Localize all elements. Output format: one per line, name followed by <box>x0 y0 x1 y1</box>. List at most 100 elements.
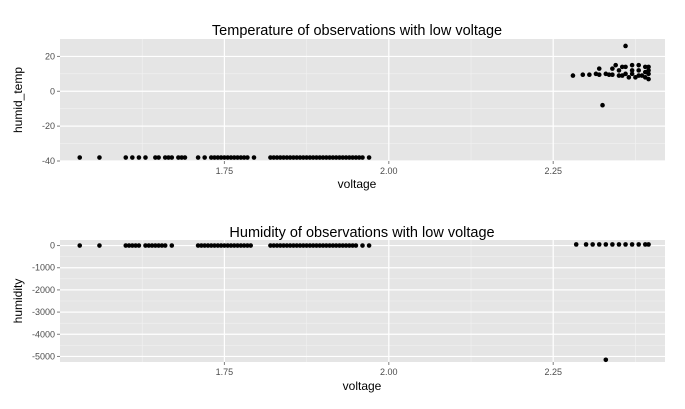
humidity-data-point <box>271 243 277 248</box>
temperature-data-point <box>277 155 283 160</box>
humidity-x-axis-title: voltage <box>343 379 382 393</box>
temperature-data-point <box>301 155 306 160</box>
temperature-x-tick-label: 2.25 <box>544 166 562 176</box>
temperature-data-point <box>366 155 372 160</box>
humidity-data-point <box>330 243 336 248</box>
temperature-data-point <box>238 155 244 160</box>
humidity-data-point <box>297 243 303 248</box>
humidity-data-point <box>310 243 316 248</box>
humidity-y-tick-label: -1000 <box>32 263 55 273</box>
humidity-data-point <box>208 243 214 248</box>
temperature-y-tick-label: -20 <box>42 121 55 131</box>
temperature-data-point <box>176 155 181 160</box>
temperature-data-point <box>215 155 221 160</box>
humidity-y-axis-title: humidity <box>11 279 25 324</box>
temperature-plot-background <box>60 39 665 161</box>
temperature-data-point <box>271 155 277 160</box>
humidity-data-point <box>215 243 221 248</box>
temperature-data-point <box>153 155 158 160</box>
temperature-x-tick-label: 2.00 <box>380 166 398 176</box>
humidity-data-point <box>307 243 313 248</box>
temperature-data-point <box>231 155 237 160</box>
humidity-y-tick-label: -5000 <box>32 351 55 361</box>
temperature-data-point <box>218 155 224 160</box>
temperature-data-point <box>629 62 635 68</box>
temperature-x-tick-label: 1.75 <box>216 166 234 176</box>
humidity-data-point <box>320 243 326 248</box>
temperature-data-point <box>596 66 602 71</box>
temperature-major-grid <box>60 39 665 162</box>
temperature-data-point <box>340 155 346 160</box>
humidity-data-point <box>235 243 240 248</box>
temperature-data-point <box>353 155 359 160</box>
humidity-data-point <box>636 242 641 247</box>
temperature-data-point <box>616 73 622 78</box>
temperature-data-point <box>136 155 142 160</box>
humidity-data-point <box>156 243 161 248</box>
temperature-data-point <box>600 102 605 108</box>
temperature-data-point <box>202 155 207 160</box>
temperature-data-point <box>623 43 628 49</box>
temperature-data-point <box>314 155 319 160</box>
humidity-data-point <box>353 243 359 248</box>
temperature-data-point <box>324 155 329 160</box>
temperature-data-point <box>195 155 201 160</box>
temperature-data-point <box>225 155 230 160</box>
temperature-data-point <box>343 155 349 160</box>
temperature-data-point <box>304 155 309 160</box>
temperature-data-point <box>587 72 592 78</box>
humidity-y-ticks: -5000 -4000 -3000 -2000 -1000 0 <box>32 241 60 361</box>
temperature-y-ticks: -40 -20 0 20 <box>42 51 60 166</box>
temperature-data-point <box>179 155 184 160</box>
humidity-y-tick-label: -2000 <box>32 285 55 295</box>
humidity-data-point <box>149 243 155 248</box>
humidity-data-point <box>646 242 651 247</box>
humidity-data-point <box>277 243 283 248</box>
temperature-minor-grid <box>60 39 665 161</box>
humidity-points <box>77 242 651 363</box>
temperature-data-point <box>596 72 602 78</box>
temperature-x-axis-title: voltage <box>338 177 377 191</box>
temperature-data-point <box>208 155 214 160</box>
humidity-chart-title: Humidity of observations with low voltag… <box>229 225 494 241</box>
temperature-data-point <box>642 64 648 70</box>
temperature-data-point <box>613 62 618 68</box>
temperature-data-point <box>330 155 336 160</box>
humidity-data-point <box>333 243 339 248</box>
humidity-x-tick-label: 2.00 <box>380 367 398 377</box>
temperature-points <box>77 43 651 160</box>
humidity-data-point <box>195 243 201 248</box>
humidity-data-point <box>294 243 300 248</box>
humidity-data-point <box>327 243 332 248</box>
temperature-data-point <box>307 155 313 160</box>
humidity-data-point <box>583 242 589 247</box>
temperature-data-point <box>251 155 257 160</box>
humidity-data-point <box>245 243 250 248</box>
humidity-data-point <box>159 243 165 248</box>
temperature-data-point <box>636 73 641 78</box>
humidity-data-point <box>603 242 609 247</box>
temperature-data-point <box>646 68 651 73</box>
temperature-data-point <box>130 155 135 160</box>
humidity-data-point <box>238 243 244 248</box>
humidity-x-ticks: 1.75 2.00 2.25 <box>216 362 562 377</box>
humidity-data-point <box>324 243 329 248</box>
temperature-data-point <box>297 155 303 160</box>
humidity-data-point <box>136 243 142 248</box>
temperature-panel: -40 -20 0 20 1.75 2.00 2.25 Temperature of ob… <box>11 23 665 191</box>
temperature-data-point <box>610 72 615 78</box>
temperature-data-point <box>317 155 323 160</box>
humidity-data-point <box>590 242 595 247</box>
humidity-data-point <box>573 242 579 247</box>
temperature-data-point <box>228 155 234 160</box>
temperature-data-point <box>333 155 339 160</box>
humidity-data-point <box>291 243 296 248</box>
humidity-data-point <box>248 243 254 248</box>
temperature-data-point <box>245 155 250 160</box>
humidity-data-point <box>274 243 280 248</box>
temperature-data-point <box>360 155 365 160</box>
humidity-data-point <box>340 243 346 248</box>
humidity-data-point <box>212 243 217 248</box>
temperature-data-point <box>235 155 240 160</box>
